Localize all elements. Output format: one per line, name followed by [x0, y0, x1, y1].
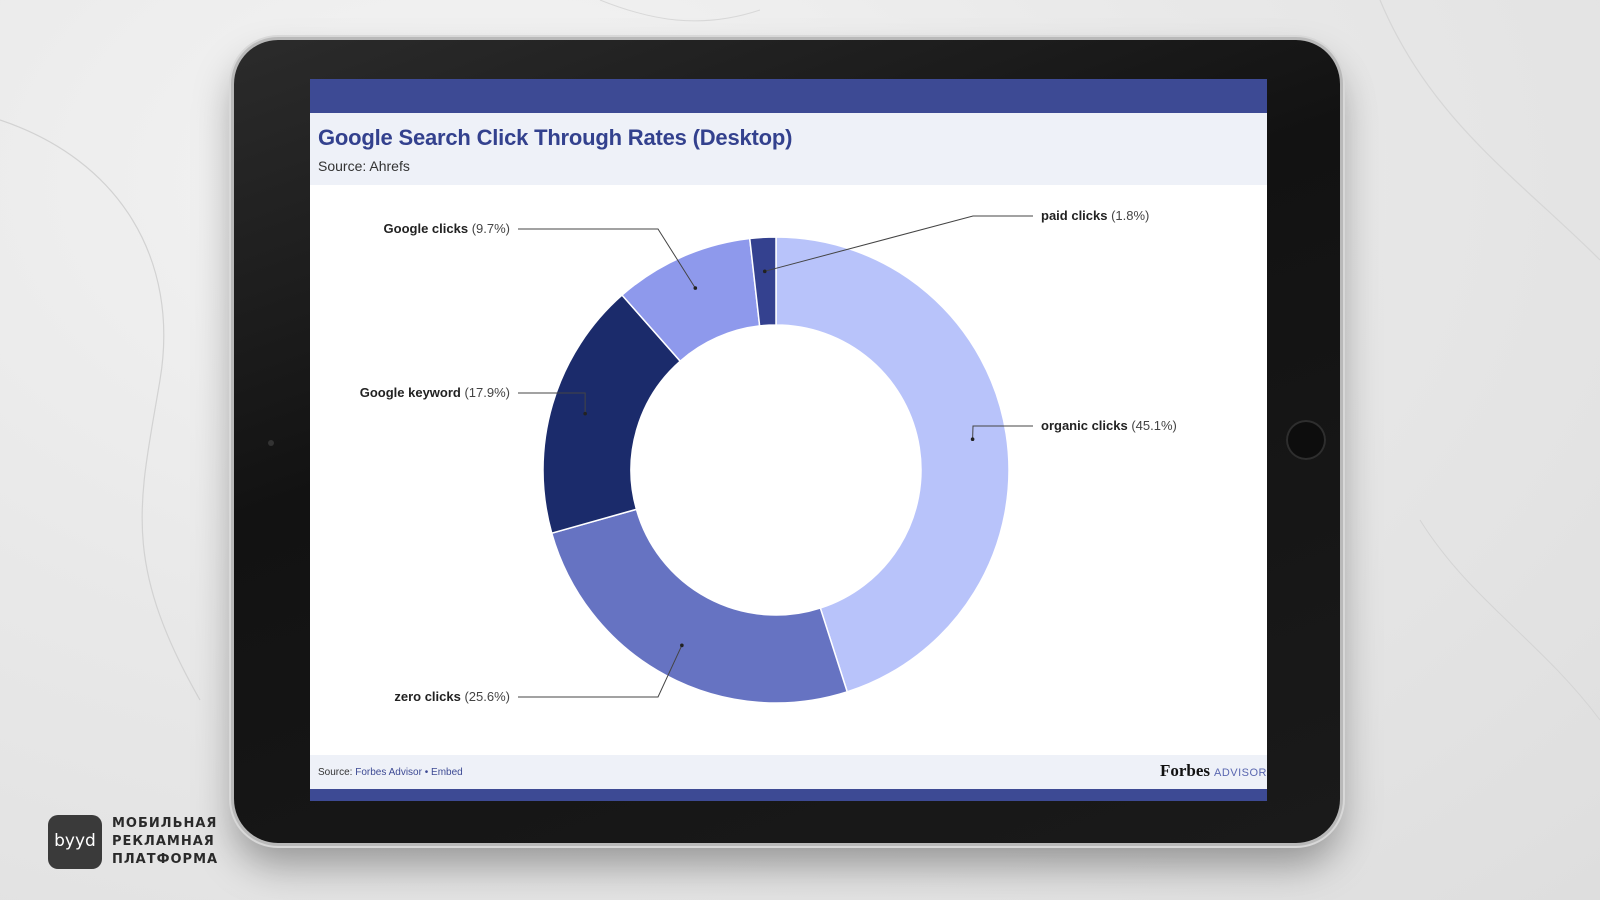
data-label-name: organic clicks	[1041, 418, 1128, 433]
leader-dot-paid-clicks	[762, 269, 767, 274]
donut-chart: organic clicks (45.1%) zero clicks (25.6%…	[360, 208, 1177, 704]
data-label-google-keyword: Google keyword (17.9%)	[360, 385, 510, 400]
leader-line-zero-clicks	[518, 645, 683, 698]
top-accent-band	[310, 79, 1267, 113]
footer-separator: •	[424, 767, 429, 778]
data-label-google-clicks: Google clicks (9.7%)	[384, 221, 510, 236]
data-label-zero-clicks: zero clicks (25.6%)	[394, 689, 510, 704]
data-label-name: zero clicks	[394, 689, 461, 704]
home-button[interactable]	[1286, 420, 1326, 460]
leader-dot-zero-clicks	[680, 643, 684, 648]
data-label-percent: (45.1%)	[1128, 418, 1177, 433]
footer-source-link[interactable]: Forbes Advisor	[355, 767, 422, 778]
slice-zero-clicks[interactable]	[550, 508, 849, 704]
watermark-line: МОБИЛЬНАЯ	[112, 816, 218, 831]
chart-title: Google Search Click Through Rates (Deskt…	[318, 125, 793, 150]
chart-header	[310, 113, 1267, 185]
tablet-screen: Google Search Click Through Rates (Deskt…	[310, 79, 1267, 801]
watermark-line: РЕКЛАМНАЯ	[112, 834, 215, 849]
brand-suffix: ADVISOR	[1213, 767, 1267, 779]
watermark-text: МОБИЛЬНАЯ РЕКЛАМНАЯ ПЛАТФОРМА	[112, 815, 252, 869]
camera-icon	[268, 440, 274, 446]
leader-dot-google-keyword	[583, 411, 587, 416]
data-label-percent: (25.6%)	[461, 689, 510, 704]
leader-dot-organic-clicks	[970, 437, 975, 442]
data-label-organic-clicks: organic clicks (45.1%)	[1041, 418, 1177, 433]
data-label-percent: (1.8%)	[1107, 208, 1149, 223]
data-label-paid-clicks: paid clicks (1.8%)	[1041, 208, 1149, 223]
slice-paid-clicks[interactable]	[748, 236, 777, 327]
leader-dot-google-clicks	[693, 286, 698, 290]
bottom-accent-band	[310, 789, 1267, 801]
leader-line-organic-clicks	[972, 425, 1033, 440]
data-label-percent: (9.7%)	[468, 221, 510, 236]
data-label-name: Google keyword	[360, 385, 461, 400]
chart-footer: Source: Forbes Advisor • Embed Forbes ADV…	[310, 755, 1267, 789]
chart-subtitle: Source: Ahrefs	[318, 158, 410, 174]
footer-source: Source: Forbes Advisor • Embed	[318, 767, 463, 778]
embed-link[interactable]: Embed	[431, 767, 463, 778]
data-label-name: Google clicks	[384, 221, 469, 236]
data-label-percent: (17.9%)	[461, 385, 510, 400]
slice-organic-clicks[interactable]	[775, 236, 1010, 693]
watermark-line: ПЛАТФОРМА	[112, 852, 219, 867]
byyd-logo: byyd	[48, 815, 102, 869]
forbes-advisor-logo: Forbes ADVISOR	[1160, 761, 1267, 781]
leader-line-google-clicks	[518, 228, 696, 289]
data-label-name: paid clicks	[1041, 208, 1107, 223]
brand-name: Forbes	[1159, 761, 1210, 780]
leader-line-google-keyword	[518, 392, 586, 414]
footer-source-prefix: Source:	[318, 767, 353, 778]
leader-line-paid-clicks	[764, 215, 1033, 272]
